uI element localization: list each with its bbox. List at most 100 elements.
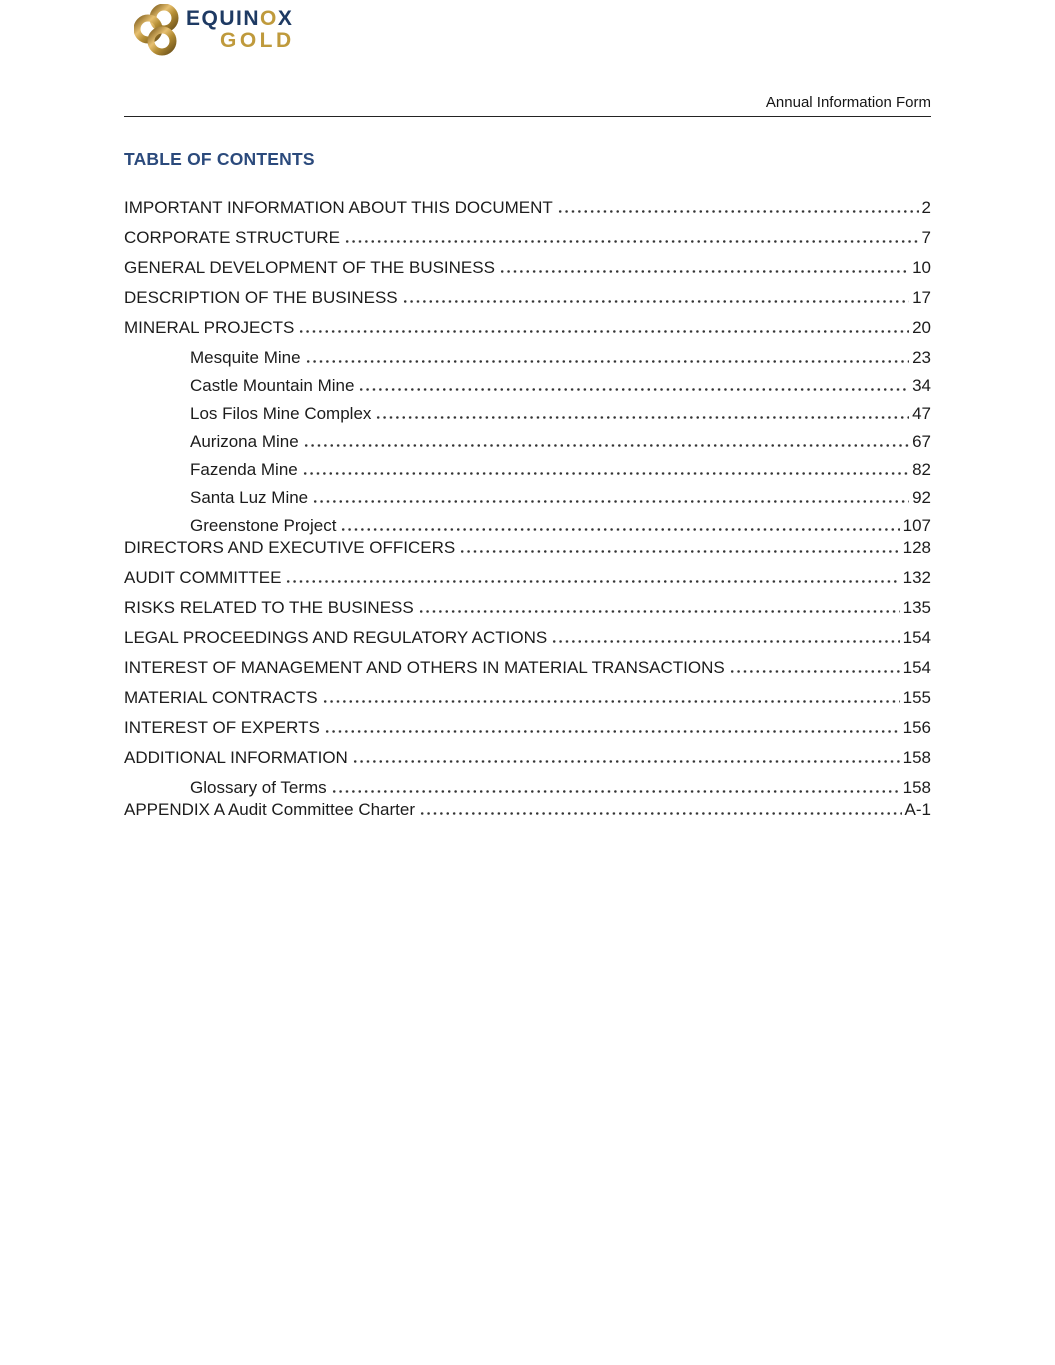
toc-entry-page-number: 10 — [912, 258, 931, 277]
toc-entry-label: GENERAL DEVELOPMENT OF THE BUSINESS — [124, 258, 495, 277]
toc-entry[interactable]: Fazenda Mine 82 — [124, 460, 931, 479]
toc-entry[interactable]: Castle Mountain Mine 34 — [124, 376, 931, 395]
toc-leader-dots — [459, 538, 900, 557]
toc-entry[interactable]: Mesquite Mine 23 — [124, 348, 931, 367]
toc-entry-page-number: 20 — [912, 318, 931, 337]
toc-leader-dots — [401, 288, 910, 307]
toc-entry-label: AUDIT COMMITTEE — [124, 568, 282, 587]
toc-entry[interactable]: IMPORTANT INFORMATION ABOUT THIS DOCUMEN… — [124, 198, 931, 217]
toc-entry-label: IMPORTANT INFORMATION ABOUT THIS DOCUMEN… — [124, 198, 553, 217]
toc-entry-page-number: 156 — [902, 718, 931, 737]
toc-entry-page-number: 67 — [912, 432, 931, 451]
toc-entry[interactable]: RISKS RELATED TO THE BUSINESS 135 — [124, 598, 931, 617]
toc-entry-page-number: 154 — [902, 658, 931, 677]
toc-leader-dots — [298, 318, 910, 337]
toc-entry-page-number: 7 — [921, 228, 931, 247]
toc-leader-dots — [312, 488, 910, 507]
toc-entry[interactable]: Los Filos Mine Complex 47 — [124, 404, 931, 423]
toc-entry[interactable]: ADDITIONAL INFORMATION 158 — [124, 748, 931, 767]
toc-leader-dots — [321, 688, 900, 707]
document-type-label: Annual Information Form — [765, 94, 931, 111]
toc-entry-label: Mesquite Mine — [190, 348, 301, 367]
toc-entry-label: DIRECTORS AND EXECUTIVE OFFICERS — [124, 538, 456, 557]
toc-entry[interactable]: APPENDIX A Audit Committee Charter A-1 — [124, 800, 931, 819]
toc-entry-page-number: A-1 — [904, 800, 931, 819]
toc-entry[interactable]: DIRECTORS AND EXECUTIVE OFFICERS 128 — [124, 538, 931, 557]
toc-leader-dots — [417, 598, 900, 617]
toc-entry-label: Aurizona Mine — [190, 432, 299, 451]
toc-entry[interactable]: CORPORATE STRUCTURE 7 — [124, 228, 931, 247]
toc-entry[interactable]: AUDIT COMMITTEE 132 — [124, 568, 931, 587]
toc-leader-dots — [728, 658, 900, 677]
toc-entry-page-number: 107 — [902, 516, 931, 535]
logo-equinox-navy-start: EQUIN — [186, 7, 261, 30]
toc-entry-label: Los Filos Mine Complex — [190, 404, 372, 423]
logo-equinox-navy-end: X — [277, 7, 294, 30]
toc-leader-dots — [351, 748, 900, 767]
toc-entry[interactable]: Greenstone Project 107 — [124, 516, 931, 535]
toc-entry-page-number: 23 — [912, 348, 931, 367]
toc-leader-dots — [302, 432, 910, 451]
toc-entry[interactable]: Glossary of Terms 158 — [124, 778, 931, 797]
toc-entry-label: APPENDIX A Audit Committee Charter — [124, 800, 416, 819]
logo-word-gold: GOLD — [220, 29, 295, 52]
toc-entry-label: Fazenda Mine — [190, 460, 298, 479]
toc-leader-dots — [301, 460, 910, 479]
toc-leader-dots — [343, 228, 919, 247]
toc-leader-dots — [285, 568, 900, 587]
toc-entry-page-number: 155 — [902, 688, 931, 707]
toc-entry-label: DESCRIPTION OF THE BUSINESS — [124, 288, 398, 307]
toc-list: IMPORTANT INFORMATION ABOUT THIS DOCUMEN… — [124, 198, 931, 819]
toc-entry-page-number: 154 — [902, 628, 931, 647]
toc-leader-dots — [419, 800, 902, 819]
toc-leader-dots — [340, 516, 900, 535]
toc-entry-label: INTEREST OF EXPERTS — [124, 718, 320, 737]
toc-entry[interactable]: GENERAL DEVELOPMENT OF THE BUSINESS 10 — [124, 258, 931, 277]
toc-entry-label: MINERAL PROJECTS — [124, 318, 295, 337]
toc-entry-label: Greenstone Project — [190, 516, 337, 535]
toc-entry-page-number: 135 — [902, 598, 931, 617]
toc-entry-page-number: 158 — [902, 778, 931, 797]
toc-entry-page-number: 82 — [912, 460, 931, 479]
toc-entry[interactable]: INTEREST OF EXPERTS 156 — [124, 718, 931, 737]
toc-entry-label: RISKS RELATED TO THE BUSINESS — [124, 598, 414, 617]
toc-entry[interactable]: MINERAL PROJECTS 20 — [124, 318, 931, 337]
toc-entry[interactable]: LEGAL PROCEEDINGS AND REGULATORY ACTIONS… — [124, 628, 931, 647]
toc-entry-page-number: 92 — [912, 488, 931, 507]
toc-entry-page-number: 2 — [921, 198, 931, 217]
toc-entry-label: Santa Luz Mine — [190, 488, 309, 507]
toc-leader-dots — [551, 628, 900, 647]
toc-entry[interactable]: Santa Luz Mine 92 — [124, 488, 931, 507]
equinox-gold-rings-logo-icon — [134, 4, 179, 56]
toc-entry-page-number: 17 — [912, 288, 931, 307]
toc-entry[interactable]: Aurizona Mine 67 — [124, 432, 931, 451]
toc-leader-dots — [358, 376, 910, 395]
toc-entry[interactable]: INTEREST OF MANAGEMENT AND OTHERS IN MAT… — [124, 658, 931, 677]
toc-entry-label: MATERIAL CONTRACTS — [124, 688, 318, 707]
toc-title: TABLE OF CONTENTS — [124, 149, 315, 169]
toc-leader-dots — [304, 348, 910, 367]
toc-entry-label: CORPORATE STRUCTURE — [124, 228, 340, 247]
toc-leader-dots — [556, 198, 919, 217]
toc-leader-dots — [330, 778, 900, 797]
toc-entry[interactable]: DESCRIPTION OF THE BUSINESS 17 — [124, 288, 931, 307]
toc-leader-dots — [498, 258, 910, 277]
toc-entry-label: INTEREST OF MANAGEMENT AND OTHERS IN MAT… — [124, 658, 725, 677]
toc-entry-label: ADDITIONAL INFORMATION — [124, 748, 348, 767]
toc-entry-page-number: 47 — [912, 404, 931, 423]
toc-entry-page-number: 132 — [902, 568, 931, 587]
equinox-gold-wordmark: EQUINOX GOLD — [186, 8, 295, 51]
toc-leader-dots — [375, 404, 910, 423]
toc-entry-page-number: 34 — [912, 376, 931, 395]
toc-leader-dots — [323, 718, 900, 737]
toc-entry-label: Glossary of Terms — [190, 778, 327, 797]
toc-entry-label: Castle Mountain Mine — [190, 376, 355, 395]
logo-equinox-gold-o: O — [260, 7, 278, 30]
toc-entry-label: LEGAL PROCEEDINGS AND REGULATORY ACTIONS — [124, 628, 548, 647]
toc-entry-page-number: 158 — [902, 748, 931, 767]
logo-word-equinox: EQUINOX — [186, 8, 295, 29]
toc-entry[interactable]: MATERIAL CONTRACTS 155 — [124, 688, 931, 707]
page-header: EQUINOX GOLD Annual Information Form — [124, 0, 931, 117]
toc-entry-page-number: 128 — [902, 538, 931, 557]
